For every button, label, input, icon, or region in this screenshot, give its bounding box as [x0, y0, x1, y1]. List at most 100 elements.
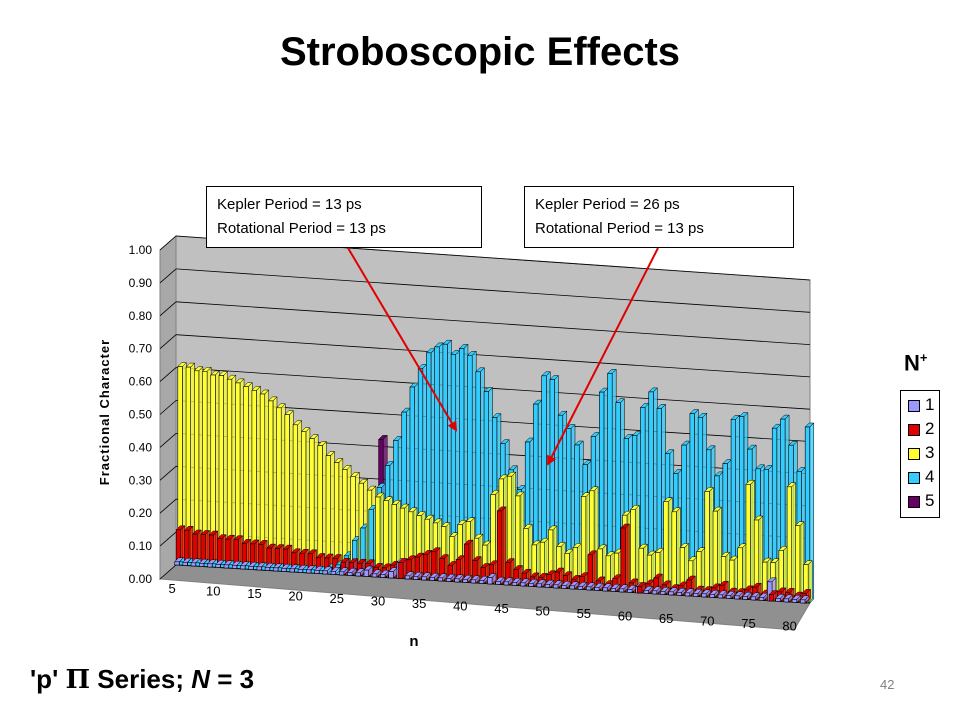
- bar-series-1-n74: [742, 591, 752, 601]
- bar-series-1-n57: [602, 583, 612, 592]
- x-tick-label: 80: [782, 619, 796, 634]
- gridline: [159, 498, 177, 514]
- bar-front: [717, 594, 723, 599]
- x-tick-label: 70: [700, 614, 714, 629]
- slide-title: Stroboscopic Effects: [279, 30, 681, 74]
- bar-series-3-n25: [341, 464, 352, 576]
- bar-series-1-n58: [610, 583, 621, 593]
- bar-series-4-n81: [804, 422, 815, 604]
- bar-front: [355, 572, 361, 577]
- bar-front: [668, 591, 674, 596]
- callout-kepler-26: Kepler Period = 26 ps Rotational Period …: [524, 186, 794, 248]
- bar-front: [693, 592, 699, 597]
- bar-series-1-n63: [651, 586, 662, 595]
- bar-series-3-n64: [663, 497, 673, 596]
- bar-series-1-n49: [536, 579, 547, 588]
- bar-series-1-n47: [519, 578, 530, 587]
- y-tick-label: 0.40: [129, 440, 153, 454]
- bar-series-1-n46: [511, 577, 522, 587]
- legend-swatch: [908, 424, 920, 436]
- bar-front: [627, 588, 633, 593]
- bar-series-1-n59: [618, 584, 629, 593]
- bar-front: [248, 565, 254, 570]
- chart-bars: [174, 339, 815, 604]
- bar-front: [207, 563, 213, 568]
- y-tick-label: 0.60: [129, 375, 153, 389]
- bar-series-2-n11: [225, 534, 235, 569]
- bar-front: [347, 571, 353, 576]
- bar-series-1-n50: [544, 579, 555, 589]
- y-tick-label: 0.90: [129, 276, 153, 290]
- bar-series-1-n56: [593, 582, 604, 592]
- bar-front: [360, 527, 366, 577]
- bar-series-2-n44: [496, 506, 507, 586]
- bar-front: [701, 593, 707, 598]
- bar-front: [709, 593, 715, 598]
- bar-series-1-n31: [388, 566, 398, 579]
- series-label: 'p' Π Series; N = 3: [30, 664, 255, 695]
- legend-swatch: [908, 496, 920, 508]
- bar-series-1-n23: [322, 566, 333, 575]
- bar-front: [528, 582, 534, 587]
- bar-series-1-n36: [429, 572, 440, 582]
- bar-series-1-n75: [750, 592, 761, 601]
- bar-series-1-n29: [371, 569, 382, 578]
- bar-front: [429, 576, 435, 581]
- legend-label: 5: [925, 491, 935, 510]
- y-tick-label: 0.10: [129, 539, 153, 553]
- bar-series-1-n70: [709, 589, 720, 599]
- bar-series-3-n24: [333, 457, 344, 576]
- bar-front: [314, 569, 320, 574]
- bar-series-3-n74: [745, 479, 756, 601]
- gridline: [159, 564, 177, 580]
- gridline: [159, 235, 177, 251]
- bar-front: [783, 598, 789, 603]
- bar-front: [398, 562, 404, 579]
- bar-front: [306, 569, 312, 574]
- bar-front: [322, 570, 328, 575]
- bar-front: [758, 596, 765, 601]
- bar-series-1-n65: [668, 587, 678, 596]
- chart-legend: 1 2 3 4 5: [900, 390, 940, 518]
- bar-series-3-n65: [671, 507, 682, 596]
- bar-side: [625, 523, 630, 593]
- bar-series-1-n55: [585, 582, 596, 591]
- bar-front: [520, 582, 526, 587]
- bar-front: [281, 567, 287, 572]
- gridline: [175, 334, 811, 378]
- bar-series-1-n79: [783, 594, 794, 603]
- bar-front: [363, 569, 369, 577]
- x-tick-label: 5: [168, 581, 175, 596]
- bar-front: [182, 561, 188, 566]
- bar-series-1-n78: [775, 593, 785, 603]
- bar-series-1-n51: [552, 580, 563, 589]
- bar-series-1-n53: [569, 581, 580, 590]
- callout-line-rotational: Rotational Period = 13 ps: [217, 220, 386, 237]
- callout-line-rotational: Rotational Period = 13 ps: [535, 220, 704, 237]
- bar-series-2-n10: [216, 534, 227, 569]
- x-tick-label: 25: [330, 591, 344, 606]
- x-tick-label: 45: [494, 601, 508, 616]
- bar-front: [663, 501, 669, 595]
- bar-series-1-n44: [495, 576, 505, 586]
- bar-series-1-n64: [659, 586, 670, 596]
- bar-series-3-n70: [712, 506, 723, 599]
- bar-front: [497, 510, 503, 585]
- bar-series-3-n68: [695, 547, 706, 598]
- gridline: [159, 268, 177, 284]
- bar-series-3-n79: [786, 482, 797, 603]
- x-tick-label: 15: [247, 586, 261, 601]
- bar-front: [553, 584, 559, 589]
- bar-front: [495, 580, 501, 585]
- bar-front: [791, 598, 798, 603]
- bar-front: [174, 561, 180, 566]
- bar-front: [231, 564, 238, 569]
- bar-series-1-n38: [445, 573, 456, 583]
- bar-front: [676, 591, 682, 596]
- bar-series-1-n80: [791, 594, 802, 604]
- bar-front: [786, 486, 793, 603]
- bar-front: [190, 562, 196, 567]
- y-tick-label: 0.80: [129, 309, 153, 323]
- bar-series-2-n55: [587, 550, 598, 591]
